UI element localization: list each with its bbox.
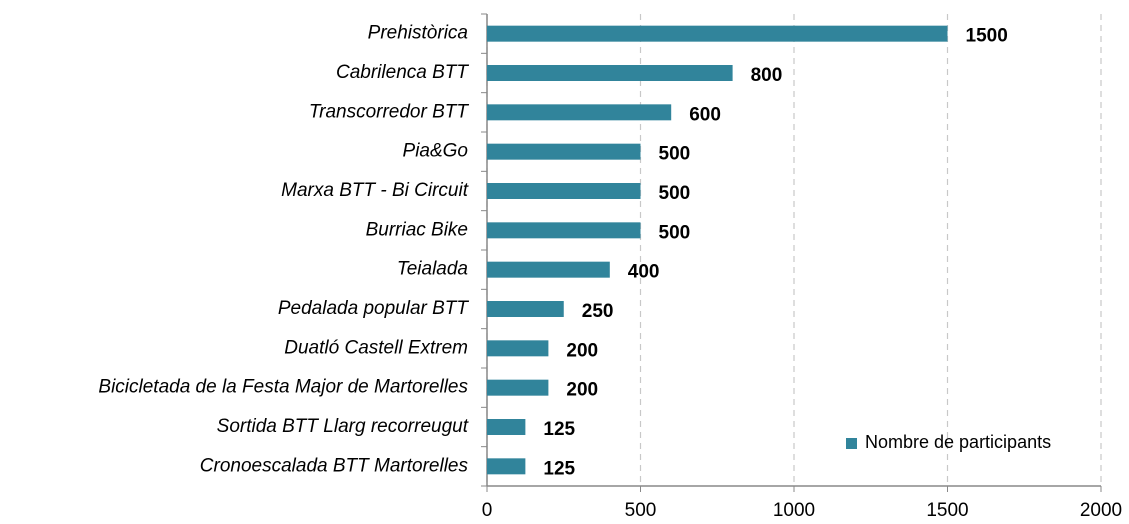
- y-tick-label: Teialada: [397, 259, 468, 280]
- bar: [487, 143, 641, 160]
- y-tick-label: Pedalada popular BTT: [278, 298, 470, 319]
- y-tick-label: Marxa BTT - Bi Circuit: [281, 180, 469, 201]
- y-tick-label: Cabrilenca BTT: [336, 62, 469, 83]
- data-label: 500: [659, 144, 691, 165]
- bar: [487, 65, 733, 81]
- legend-swatch: [846, 438, 857, 449]
- bar: [487, 104, 672, 121]
- data-label: 600: [689, 104, 721, 125]
- data-label: 125: [543, 458, 575, 479]
- bar: [487, 222, 641, 239]
- x-tick-label: 0: [482, 500, 493, 521]
- data-label: 400: [628, 262, 660, 283]
- bar: [487, 183, 641, 199]
- bar: [487, 25, 948, 42]
- x-tick-label: 500: [625, 500, 657, 521]
- y-tick-label: Prehistòrica: [368, 23, 468, 44]
- y-tick-label: Sortida BTT Llarg recorreugut: [217, 416, 469, 437]
- data-label: 500: [659, 222, 691, 243]
- legend-label: Nombre de participants: [865, 432, 1051, 452]
- data-label: 250: [582, 301, 614, 322]
- x-tick-label: 1000: [773, 500, 815, 521]
- bar: [487, 419, 526, 435]
- bar: [487, 458, 526, 475]
- y-tick-label: Bicicletada de la Festa Major de Martore…: [98, 377, 468, 398]
- x-tick-label: 1500: [926, 500, 968, 521]
- y-tick-label: Cronoescalada BTT Martorelles: [200, 455, 469, 476]
- data-label: 500: [659, 183, 691, 204]
- y-tick-label: Burriac Bike: [366, 219, 468, 240]
- data-label: 200: [566, 380, 598, 401]
- data-label: 200: [566, 340, 598, 361]
- bar: [487, 379, 549, 396]
- data-label: 125: [543, 419, 575, 440]
- bar: [487, 261, 610, 278]
- bar: [487, 301, 564, 317]
- y-tick-label: Duatló Castell Extrem: [284, 337, 468, 358]
- data-label: 800: [751, 65, 783, 86]
- data-label: 1500: [966, 26, 1008, 47]
- bar: [487, 340, 549, 357]
- x-tick-label: 2000: [1080, 500, 1122, 521]
- y-tick-label: Transcorredor BTT: [309, 101, 469, 122]
- y-tick-label: Pia&Go: [403, 141, 468, 162]
